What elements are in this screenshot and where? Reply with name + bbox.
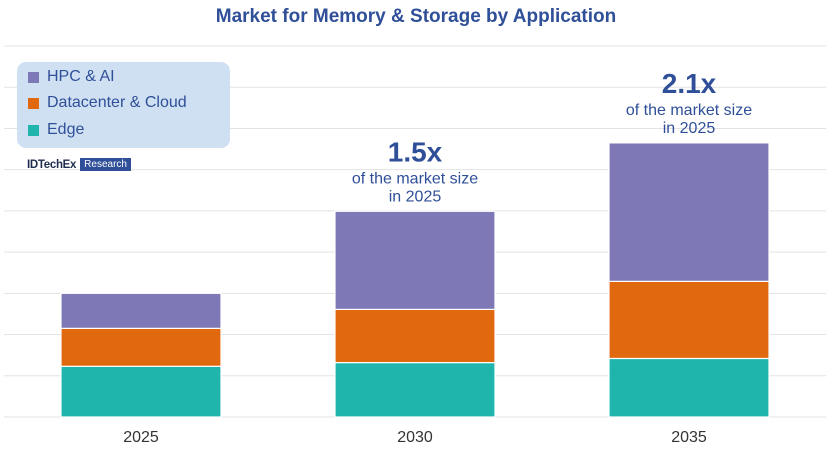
- legend-label-hpc-ai: HPC & AI: [47, 68, 115, 85]
- bar-segment-edge-2025: [60, 365, 222, 418]
- legend: HPC & AI Datacenter & Cloud Edge: [17, 62, 230, 148]
- annotation-multiplier: 2.1x: [662, 68, 717, 99]
- legend-swatch-hpc-ai: [28, 71, 39, 83]
- bar-segment-hpc-ai-2035: [608, 142, 770, 282]
- annotation-line2: in 2025: [663, 120, 716, 137]
- bar-segment-edge-2035: [608, 357, 770, 418]
- annotation-line1: of the market size: [626, 102, 752, 119]
- annotation-multiplier: 1.5x: [388, 136, 443, 167]
- brand-logo: IDTechEx Research: [27, 158, 131, 171]
- brand-name: IDTechEx: [27, 158, 77, 171]
- chart-title: Market for Memory & Storage by Applicati…: [215, 6, 617, 27]
- bar-segment-edge-2030: [334, 361, 496, 418]
- legend-swatch-edge: [28, 124, 39, 136]
- bar-segment-datacenter-cloud-2025: [60, 327, 222, 367]
- bar-segment-hpc-ai-2030: [334, 210, 496, 311]
- x-tick-label: 2030: [397, 429, 433, 446]
- x-tick-label: 2035: [671, 429, 707, 446]
- legend-item-hpc-ai: HPC & AI: [28, 68, 115, 86]
- legend-item-edge: Edge: [28, 121, 84, 139]
- annotation-line2: in 2025: [389, 188, 442, 205]
- legend-label-edge: Edge: [47, 121, 85, 138]
- legend-label-datacenter-cloud: Datacenter & Cloud: [47, 94, 187, 111]
- bar-segment-hpc-ai-2025: [60, 292, 222, 329]
- bar-segment-datacenter-cloud-2030: [334, 308, 496, 364]
- legend-swatch-datacenter-cloud: [28, 97, 39, 109]
- annotation-line1: of the market size: [352, 170, 478, 187]
- brand-sub: Research: [80, 158, 131, 171]
- x-tick-label: 2025: [123, 429, 159, 446]
- bar-segment-datacenter-cloud-2035: [608, 280, 770, 360]
- legend-item-datacenter-cloud: Datacenter & Cloud: [28, 94, 187, 112]
